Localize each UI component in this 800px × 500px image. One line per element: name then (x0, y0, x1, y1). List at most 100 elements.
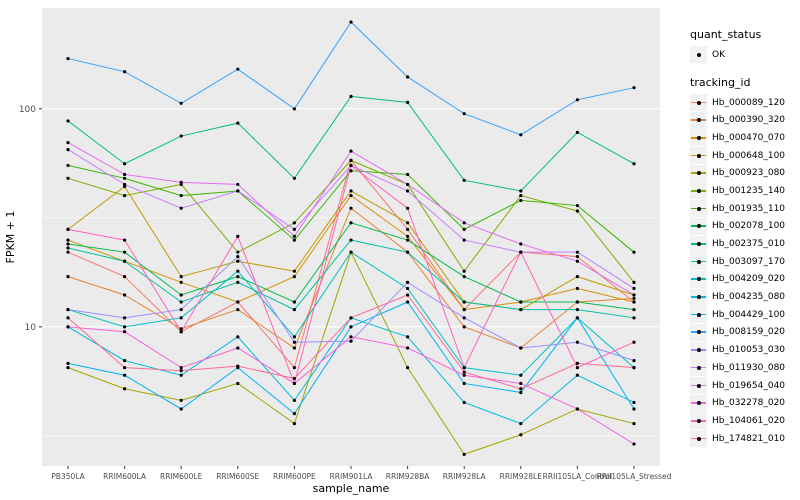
legend-item-Hb_001935_110: Hb_001935_110 (690, 200, 798, 218)
x-tick-label: RRIM600PE (273, 472, 316, 481)
data-point (406, 286, 410, 291)
data-point (406, 346, 410, 350)
data-point (292, 398, 296, 402)
data-point (123, 162, 127, 166)
y-axis-title: FPKM + 1 (4, 211, 17, 264)
data-point (123, 274, 127, 279)
data-point (236, 364, 240, 368)
data-point (292, 366, 296, 370)
data-point (123, 250, 127, 254)
data-point (632, 366, 636, 370)
data-point (349, 325, 353, 329)
x-tick-label: RRIM901LA (330, 472, 374, 481)
legend-label: Hb_001235_140 (712, 185, 786, 196)
data-point (292, 412, 296, 416)
legend-key-icon (690, 306, 707, 324)
legend-key-icon (690, 164, 707, 182)
data-point (123, 259, 127, 263)
legend-item-Hb_000390_320: Hb_000390_320 (690, 111, 798, 129)
legend-item-Hb_000648_100: Hb_000648_100 (690, 147, 798, 165)
data-point (349, 158, 353, 162)
data-point (292, 335, 296, 339)
data-point (179, 134, 183, 138)
data-point (123, 387, 127, 391)
data-point (292, 300, 296, 304)
data-point (236, 259, 240, 263)
data-point (236, 67, 240, 71)
data-point (123, 366, 127, 370)
data-point (292, 107, 296, 111)
data-point (575, 254, 580, 259)
legend: quant_status OK tracking_id Hb_000089_12… (690, 28, 798, 448)
x-tick-label: RRIM600SE (216, 472, 259, 481)
data-point (292, 421, 296, 426)
data-point (179, 316, 183, 320)
legend-title-quant-status: quant_status (690, 28, 762, 41)
plot-panel-background (42, 8, 660, 466)
data-point (519, 198, 523, 203)
data-point (575, 300, 580, 304)
data-point (236, 307, 240, 312)
legend-label: Hb_032278_020 (712, 398, 786, 409)
legend-item-Hb_174821_010: Hb_174821_010 (690, 430, 798, 448)
data-point (66, 163, 70, 168)
data-point (123, 176, 127, 180)
legend-label: Hb_002375_010 (712, 239, 786, 250)
data-point (406, 280, 410, 284)
legend-item-Hb_002375_010: Hb_002375_010 (690, 235, 798, 253)
legend-item-Hb_019654_040: Hb_019654_040 (690, 377, 798, 395)
data-point (123, 182, 127, 187)
data-point (462, 300, 466, 304)
data-point (66, 274, 70, 279)
data-point (632, 400, 636, 405)
data-point (66, 119, 70, 123)
data-point (292, 227, 296, 231)
legend-label: Hb_000390_320 (712, 115, 786, 126)
data-point (66, 366, 70, 370)
data-point (462, 325, 466, 329)
data-point (292, 269, 296, 273)
data-point (519, 346, 523, 350)
x-tick-label: RRIM600LA (103, 472, 147, 481)
data-point (123, 293, 127, 297)
data-point (575, 366, 580, 370)
legend-item-Hb_003097_170: Hb_003097_170 (690, 253, 798, 271)
data-point (179, 280, 183, 284)
legend-label: Hb_003097_170 (712, 256, 786, 267)
data-point (236, 182, 240, 187)
data-point (462, 381, 466, 386)
legend-label: Hb_104061_020 (712, 415, 786, 426)
data-point (519, 189, 523, 193)
data-point (292, 381, 296, 386)
data-point (236, 280, 240, 284)
legend-label: Hb_008159_020 (712, 327, 786, 338)
data-point (179, 101, 183, 105)
data-point (236, 254, 240, 259)
data-point (575, 203, 580, 208)
data-point (66, 307, 70, 312)
data-point (66, 250, 70, 254)
data-point (236, 269, 240, 273)
data-point (462, 316, 466, 320)
legend-key-icon (690, 235, 707, 253)
data-point (66, 176, 70, 180)
legend-key-icon (690, 217, 707, 235)
data-point (123, 238, 127, 242)
x-tick-label: PB350LA (51, 472, 85, 481)
data-point (462, 307, 466, 312)
data-point (406, 227, 410, 231)
data-point (349, 163, 353, 168)
data-point (236, 234, 240, 238)
data-point (462, 269, 466, 273)
data-point (632, 280, 636, 284)
data-point (406, 300, 410, 304)
data-point (66, 316, 70, 320)
data-point (632, 162, 636, 166)
data-point (462, 227, 466, 231)
data-point (179, 193, 183, 198)
data-point (349, 169, 353, 173)
data-point (66, 56, 70, 61)
legend-key-icon (690, 377, 707, 395)
data-point (66, 242, 70, 246)
